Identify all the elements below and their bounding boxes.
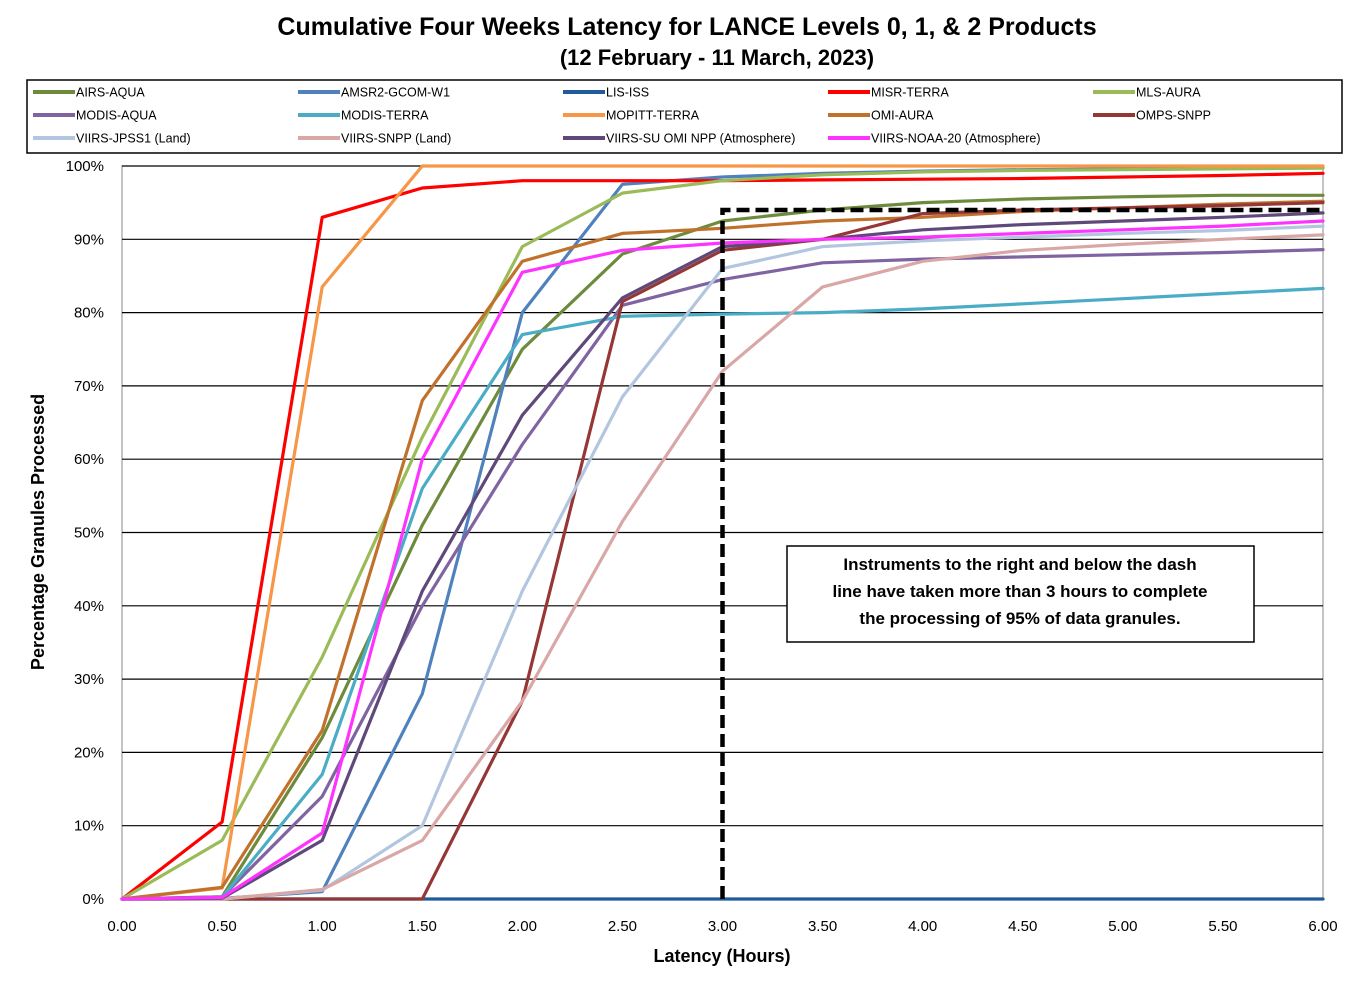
y-tick-label: 80% — [74, 305, 104, 322]
annotation-line-3: the processing of 95% of data granules. — [859, 609, 1180, 628]
x-tick-label: 4.00 — [908, 918, 937, 935]
y-tick-label: 60% — [74, 451, 104, 468]
x-tick-label: 4.50 — [1008, 918, 1037, 935]
legend: AIRS-AQUA AMSR2-GCOM-W1 LIS-ISS MISR-TERRA M… — [33, 86, 1211, 146]
legend-label: MODIS-AQUA — [76, 109, 157, 123]
x-tick-label: 3.00 — [708, 918, 737, 935]
x-tick-label: 1.50 — [408, 918, 437, 935]
series-line — [120, 286, 1325, 901]
legend-label: VIIRS-SNPP (Land) — [341, 132, 451, 146]
x-axis-title: Latency (Hours) — [653, 946, 790, 966]
threshold-group — [720, 207, 1323, 899]
legend-label: OMPS-SNPP — [1136, 109, 1211, 123]
y-tick-label: 0% — [82, 891, 104, 908]
y-tick-label: 10% — [74, 818, 104, 835]
chart-subtitle: (12 February - 11 March, 2023) — [560, 45, 874, 70]
annotation-line-1: Instruments to the right and below the d… — [843, 555, 1196, 574]
y-tick-label: 30% — [74, 671, 104, 688]
legend-label: AIRS-AQUA — [76, 86, 145, 100]
y-tick-label: 100% — [66, 158, 104, 175]
x-tick-label: 1.00 — [308, 918, 337, 935]
y-axis-title: Percentage Granules Processed — [28, 394, 48, 670]
legend-label: AMSR2-GCOM-W1 — [341, 86, 450, 100]
legend-label: MISR-TERRA — [871, 86, 949, 100]
x-tick-label: 0.50 — [207, 918, 236, 935]
x-axis-ticks: 0.00 0.50 1.00 1.50 2.00 2.50 3.00 3.50 4.00 4.50… — [107, 918, 1337, 935]
x-tick-label: 2.50 — [608, 918, 637, 935]
legend-label: LIS-ISS — [606, 86, 649, 100]
x-tick-label: 5.50 — [1208, 918, 1237, 935]
x-tick-label: 5.00 — [1108, 918, 1137, 935]
legend-label: VIIRS-JPSS1 (Land) — [76, 132, 191, 146]
series-line — [120, 233, 1325, 901]
series-line — [120, 164, 1325, 901]
y-tick-label: 20% — [74, 744, 104, 761]
x-tick-label: 3.50 — [808, 918, 837, 935]
annotation-box — [786, 545, 1255, 643]
chart-title: Cumulative Four Weeks Latency for LANCE … — [277, 13, 1096, 41]
legend-label: OMI-AURA — [871, 109, 934, 123]
y-tick-label: 90% — [74, 231, 104, 248]
y-tick-label: 40% — [74, 598, 104, 615]
threshold-dash-line — [720, 207, 1323, 899]
legend-label: MLS-AURA — [1136, 86, 1201, 100]
annotation-line-2: line have taken more than 3 hours to com… — [832, 582, 1207, 601]
y-tick-label: 50% — [74, 525, 104, 542]
legend-label: MOPITT-TERRA — [606, 109, 700, 123]
y-tick-label: 70% — [74, 378, 104, 395]
y-axis-ticks: 0% 10% 20% 30% 40% 50% 60% 70% 80% 90% 100% — [66, 158, 104, 908]
legend-label: VIIRS-SU OMI NPP (Atmosphere) — [606, 132, 795, 146]
series-line — [120, 166, 1325, 901]
legend-label: MODIS-TERRA — [341, 109, 429, 123]
x-tick-label: 2.00 — [508, 918, 537, 935]
x-tick-label: 6.00 — [1308, 918, 1337, 935]
legend-label: VIIRS-NOAA-20 (Atmosphere) — [871, 132, 1041, 146]
x-tick-label: 0.00 — [107, 918, 136, 935]
